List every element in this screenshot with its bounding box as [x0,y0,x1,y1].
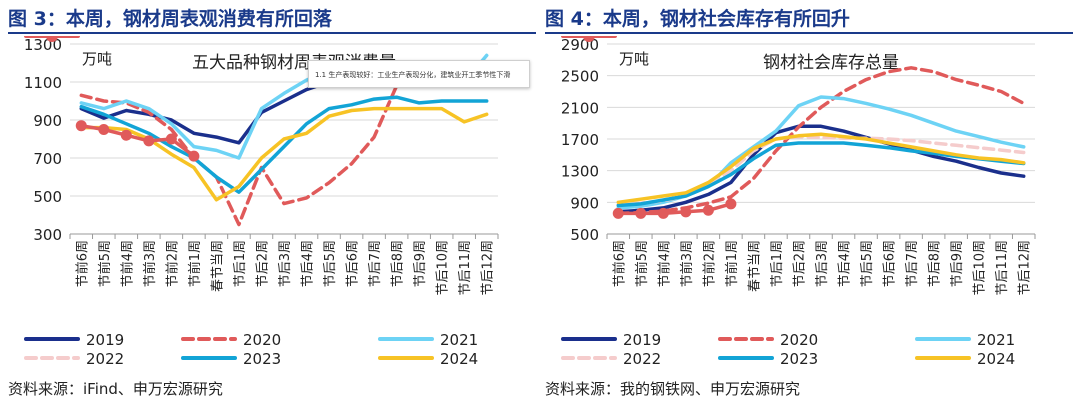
x-tick-label: 节后6周 [883,240,898,287]
legend-label: 2020 [780,331,818,349]
figure-3: 图 3：本周，钢材周表观消费有所回落 300 500 700 900 1100 1300 节… [8,0,540,404]
legend-label: 2019 [86,331,124,349]
legend-label: 2019 [623,331,661,349]
x-tick-label: 节后11周 [458,240,473,296]
legend-label: 2023 [780,350,818,368]
x-tick-label: 节后8周 [928,240,943,287]
unit-label: 万吨 [82,50,112,68]
series-line-2021 [616,95,1026,210]
legend-marker-2025 [46,36,58,42]
x-tick-label: 节前2周 [164,240,180,287]
legend-label: 2022 [623,350,661,368]
figure-title: 图 3：本周，钢材周表观消费有所回落 [8,8,332,30]
x-tick-label: 节后1周 [233,240,248,287]
figure-4: 图 4：本周，钢材社会库存有所回升 500 900 1300 1700 2100 2500… [545,0,1077,404]
x-tick-label: 节后1周 [770,240,785,287]
legend-label: 2024 [977,350,1015,368]
data-point-2025 [635,207,647,219]
legend-label: 2020 [243,331,281,349]
legend-label: 2021 [440,331,478,349]
series-line-2024 [616,132,1026,205]
x-tick-label: 节前1周 [187,240,203,287]
x-tick-label: 节后6周 [346,240,361,287]
data-point-2025 [120,129,132,141]
data-point-2025 [165,133,177,145]
y-tick-label: 700 [33,150,62,168]
data-point-2025 [188,150,200,162]
x-tick-label: 春节当周 [210,240,225,292]
x-tick-label: 节后12周 [481,240,496,296]
x-tick-label: 节前4周 [119,240,135,287]
x-tick-label: 节前3周 [679,240,695,287]
legend-marker-2025 [583,36,595,42]
series-line-2023 [616,141,1026,208]
data-point-2025 [612,207,624,219]
source-note: 资料来源：我的钢铁网、申万宏源研究 [545,380,801,398]
data-point-2025 [725,198,737,210]
chart-inner-title: 钢材社会库存总量 [763,53,899,73]
x-tick-label: 节后3周 [278,240,293,287]
y-tick-label: 900 [33,112,62,130]
tooltip-popup: 1.1 生产表现较好：工业生产表现分化，建筑业开工季节性下滑 [308,60,530,88]
legend-label: 2025 [623,36,661,40]
series-line-2020 [616,66,1026,216]
x-tick-label: 节后7周 [368,240,383,287]
legend-label: 2024 [440,350,478,368]
x-tick-label: 节前3周 [142,240,158,287]
unit-label: 万吨 [619,50,649,68]
y-tick-label: 500 [570,226,599,244]
title-divider [545,32,1073,34]
x-tick-label: 节后10周 [436,240,451,296]
x-tick-label: 节前2周 [701,240,717,287]
legend-label: 2022 [86,350,124,368]
y-tick-label: 1100 [24,74,62,92]
y-tick-label: 1300 [561,163,599,181]
figure-title: 图 4：本周，钢材社会库存有所回升 [545,8,850,30]
x-tick-label: 节前6周 [74,240,90,287]
x-tick-label: 节后7周 [905,240,920,287]
x-tick-label: 节后4周 [838,240,853,287]
y-tick-label: 2100 [561,99,599,117]
data-point-2025 [75,120,87,132]
y-tick-label: 2500 [561,68,599,86]
x-tick-label: 节后2周 [792,240,807,287]
x-tick-label: 节后5周 [860,240,875,287]
x-tick-label: 节前4周 [656,240,672,287]
legend-label: 2023 [243,350,281,368]
x-tick-label: 节后5周 [323,240,338,287]
data-point-2025 [98,124,110,135]
x-tick-label: 春节当周 [747,240,762,292]
series-line-2024 [79,106,489,202]
y-tick-label: 300 [33,226,62,244]
x-tick-label: 节后9周 [950,240,965,287]
x-tick-label: 节前5周 [634,240,650,287]
data-point-2025 [702,204,714,216]
legend-label: 2021 [977,331,1015,349]
x-tick-label: 节后3周 [815,240,830,287]
y-tick-label: 500 [33,188,62,206]
x-tick-label: 节后9周 [413,240,428,287]
x-tick-label: 节前5周 [97,240,113,287]
x-tick-label: 节后4周 [301,240,316,287]
series-line-2019 [616,124,1026,214]
y-tick-label: 900 [570,194,599,212]
series-line-2023 [79,95,489,194]
title-divider [8,32,536,34]
data-point-2025 [657,207,669,219]
x-tick-label: 节后10周 [973,240,988,296]
data-point-2025 [680,206,692,218]
y-tick-label: 1700 [561,131,599,149]
x-tick-label: 节后12周 [1018,240,1033,296]
data-point-2025 [143,135,155,147]
x-tick-label: 节前1周 [724,240,740,287]
source-note: 资料来源：iFind、申万宏源研究 [8,380,223,398]
x-tick-label: 节前6周 [611,240,627,287]
x-tick-label: 节后8周 [391,240,406,287]
legend-label: 2025 [86,36,124,40]
x-tick-label: 节后2周 [255,240,270,287]
x-tick-label: 节后11周 [995,240,1010,296]
